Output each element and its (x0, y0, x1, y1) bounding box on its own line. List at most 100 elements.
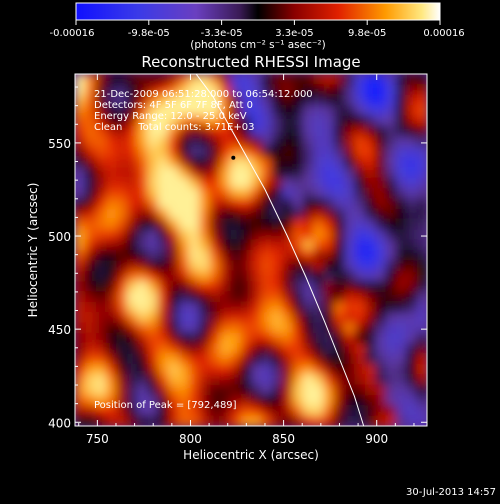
heatmap-cell (75, 394, 86, 406)
heatmap-cell (137, 270, 149, 282)
heatmap-cell (271, 177, 283, 189)
heatmap-cell (385, 74, 397, 85)
heatmap-cell (385, 187, 397, 199)
heatmap-cell (240, 301, 252, 313)
heatmap-cell (209, 136, 221, 148)
heatmap-cell (354, 125, 366, 137)
heatmap-cell (168, 187, 180, 199)
heatmap-cell (75, 353, 86, 365)
heatmap-cell (416, 208, 427, 220)
heatmap-cell (219, 167, 231, 179)
heatmap-cell (261, 312, 273, 324)
heatmap-cell (85, 353, 97, 365)
heatmap-cell (75, 239, 86, 251)
heatmap-cell (261, 156, 273, 168)
heatmap-cell (168, 146, 180, 158)
heatmap-cell (313, 405, 325, 417)
heatmap-cell (395, 125, 407, 137)
heatmap-cell (261, 332, 273, 344)
heatmap-cell (168, 384, 180, 396)
heatmap-cell (375, 198, 387, 210)
heatmap-cell (313, 281, 325, 293)
heatmap-cell (147, 312, 159, 324)
heatmap-cell (323, 198, 335, 210)
heatmap-cell (137, 405, 149, 417)
heatmap-cell (209, 167, 221, 179)
heatmap-cell (292, 115, 304, 127)
heatmap-cell (292, 281, 304, 293)
heatmap-cell (147, 218, 159, 230)
heatmap-cell (106, 187, 118, 199)
heatmap-cell (395, 156, 407, 168)
heatmap-cell (157, 115, 169, 127)
heatmap-cell (395, 260, 407, 272)
heatmap-cell (364, 250, 376, 261)
heatmap-cell (292, 198, 304, 210)
heatmap-cell (147, 125, 159, 137)
heatmap-cell (261, 177, 273, 189)
heatmap-cell (354, 156, 366, 168)
heatmap-cell (178, 125, 190, 137)
heatmap-cell (137, 136, 149, 148)
heatmap-cell (395, 363, 407, 375)
heatmap-cell (406, 332, 418, 344)
heatmap-cell (85, 177, 97, 189)
heatmap-cell (209, 281, 221, 293)
heatmap-cell (354, 260, 366, 272)
heatmap-cell (199, 177, 211, 189)
heatmap-cell (354, 374, 366, 386)
heatmap-cell (178, 353, 190, 365)
heatmap-cell (95, 115, 107, 127)
heatmap-cell (178, 136, 190, 148)
heatmap-cell (292, 156, 304, 168)
heatmap-cell (406, 394, 418, 406)
heatmap-cell (416, 415, 427, 426)
heatmap-cell (344, 84, 356, 96)
heatmap-cell (126, 208, 138, 220)
heatmap-cell (75, 250, 86, 261)
heatmap-cell (251, 156, 262, 168)
heatmap-cell (251, 384, 262, 396)
heatmap-cell (178, 74, 190, 85)
heatmap-cell (395, 270, 407, 282)
heatmap-cell (375, 374, 387, 386)
heatmap-cell (188, 187, 200, 199)
heatmap-cell (240, 260, 252, 272)
heatmap-cell (199, 125, 211, 137)
heatmap-cell (116, 136, 128, 148)
heatmap-cell (137, 312, 149, 324)
heatmap-cell (116, 167, 128, 179)
heatmap-cell (116, 394, 128, 406)
heatmap-cell (188, 229, 200, 241)
heatmap-cell (354, 239, 366, 251)
heatmap-cell (385, 177, 397, 189)
heatmap-cell (230, 374, 242, 386)
heatmap-cell (406, 291, 418, 303)
heatmap-cell (95, 343, 107, 355)
heatmap-cell (126, 281, 138, 293)
heatmap-cell (302, 415, 314, 426)
heatmap-cell (333, 229, 345, 241)
heatmap-cell (416, 270, 427, 282)
heatmap-cell (95, 74, 107, 85)
heatmap-cell (85, 218, 97, 230)
heatmap-cell (137, 343, 149, 355)
heatmap-cell (313, 322, 325, 334)
heatmap-cell (147, 394, 159, 406)
heatmap-cell (271, 363, 283, 375)
heatmap-cell (75, 156, 86, 168)
heatmap-cell (313, 332, 325, 344)
heatmap-cell (178, 384, 190, 396)
heatmap-cell (116, 208, 128, 220)
heatmap-cell (323, 177, 335, 189)
heatmap-cell (188, 208, 200, 220)
heatmap-cell (323, 218, 335, 230)
heatmap-cell (199, 343, 211, 355)
heatmap-cell (313, 394, 325, 406)
heatmap-cell (147, 229, 159, 241)
heatmap-cell (126, 312, 138, 324)
heatmap-cell (323, 374, 335, 386)
heatmap-cell (364, 187, 376, 199)
heatmap-cell (168, 281, 180, 293)
heatmap-cell (240, 291, 252, 303)
